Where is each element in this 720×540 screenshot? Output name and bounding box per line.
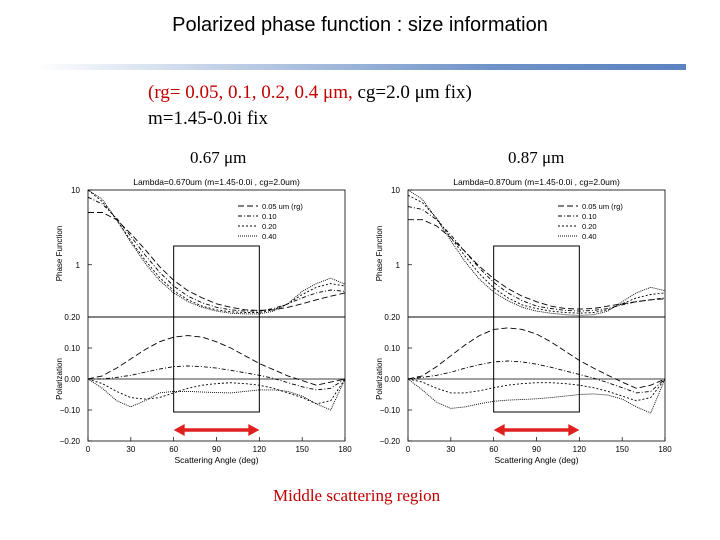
series-line-polarization-3 xyxy=(87,378,346,405)
y-tick-label: −0.20 xyxy=(380,437,401,446)
series-line-polarization-3 xyxy=(407,378,666,402)
series-line-phase-1 xyxy=(408,219,666,310)
series-line-polarization-2 xyxy=(407,360,666,394)
region-arrow-right-head xyxy=(248,424,260,436)
x-tick-label: 120 xyxy=(253,445,267,454)
x-tick-label: 120 xyxy=(573,445,587,454)
y-tick-label: 10 xyxy=(391,186,400,195)
x-tick-label: 180 xyxy=(338,445,352,454)
y-tick-label: 0.10 xyxy=(64,344,80,353)
region-arrow-right-head xyxy=(568,424,580,436)
y-tick-label: 0.20 xyxy=(384,313,400,322)
middle-scattering-caption: Middle scattering region xyxy=(273,486,441,505)
y-tick-label: −0.20 xyxy=(60,437,81,446)
y-tick-label: −0.10 xyxy=(380,406,401,415)
legend-label: 0.10 xyxy=(262,212,277,221)
series-line-phase-3 xyxy=(87,189,346,313)
wavelength-label-left: 0.67 μm xyxy=(190,148,247,167)
legend-label: 0.20 xyxy=(582,222,597,231)
x-tick-label: 30 xyxy=(126,445,135,454)
middle-region-box xyxy=(493,245,580,413)
y-axis-label: Polarization xyxy=(55,358,64,400)
y-tick-label: 0.00 xyxy=(384,375,400,384)
series-line-polarization-4 xyxy=(407,378,666,414)
y-tick-label: 1 xyxy=(396,261,401,270)
x-tick-label: 180 xyxy=(658,445,672,454)
legend-label: 0.05 um (rg) xyxy=(262,202,303,211)
phase-panel-frame xyxy=(407,189,666,318)
series-line-polarization-1 xyxy=(407,327,666,389)
y-tick-label: 0.10 xyxy=(384,344,400,353)
series-line-polarization-4 xyxy=(87,378,346,411)
middle-region-box xyxy=(173,245,260,413)
chart-title: Lambda=0.870um (m=1.45-0.0i , cg=2.0um) xyxy=(453,177,620,187)
x-tick-label: 0 xyxy=(86,445,91,454)
size-parameters: (rg= 0.05, 0.1, 0.2, 0.4 μm, xyxy=(148,82,353,103)
x-tick-label: 150 xyxy=(295,445,309,454)
region-arrow-left-head xyxy=(493,424,505,436)
x-tick-label: 90 xyxy=(532,445,541,454)
legend-label: 0.40 xyxy=(262,232,277,241)
wavelength-label-right: 0.87 μm xyxy=(508,148,565,167)
x-tick-label: 30 xyxy=(446,445,455,454)
refractive-index-parameter: m=1.45-0.0i fix xyxy=(148,108,268,129)
legend-label: 0.20 xyxy=(262,222,277,231)
y-tick-label: −0.10 xyxy=(60,406,81,415)
series-line-phase-2 xyxy=(407,206,666,312)
y-axis-label: Phase Function xyxy=(375,226,384,282)
x-axis-label: Scattering Angle (deg) xyxy=(174,455,258,465)
series-line-polarization-1 xyxy=(87,335,346,386)
parameters-text: (rg= 0.05, 0.1, 0.2, 0.4 μm, cg=2.0 μm f… xyxy=(148,80,472,132)
y-axis-label: Polarization xyxy=(375,358,384,400)
slide-title: Polarized phase function : size informat… xyxy=(172,14,548,36)
legend-label: 0.05 um (rg) xyxy=(582,202,623,211)
y-tick-label: 10 xyxy=(71,186,80,195)
y-tick-label: 1 xyxy=(76,261,81,270)
x-tick-label: 0 xyxy=(406,445,411,454)
x-tick-label: 150 xyxy=(615,445,629,454)
y-tick-label: 0.00 xyxy=(64,375,80,384)
y-tick-label: 0.20 xyxy=(64,313,80,322)
chart-title: Lambda=0.670um (m=1.45-0.0i , cg=2.0um) xyxy=(133,177,300,187)
y-axis-label: Phase Function xyxy=(55,226,64,282)
legend-label: 0.40 xyxy=(582,232,597,241)
series-line-phase-2 xyxy=(87,196,346,312)
region-arrow-left-head xyxy=(173,424,185,436)
series-line-phase-4 xyxy=(407,189,666,316)
cg-parameter: cg=2.0 μm fix) xyxy=(352,82,472,103)
x-tick-label: 60 xyxy=(489,445,498,454)
x-tick-label: 90 xyxy=(212,445,221,454)
legend-label: 0.10 xyxy=(582,212,597,221)
series-line-polarization-2 xyxy=(88,365,346,391)
x-tick-label: 60 xyxy=(169,445,178,454)
phase-panel-frame xyxy=(87,189,346,318)
series-line-phase-1 xyxy=(88,212,346,311)
series-line-phase-4 xyxy=(87,189,346,315)
title-accent-bar xyxy=(36,64,686,70)
series-line-phase-3 xyxy=(407,194,666,314)
x-axis-label: Scattering Angle (deg) xyxy=(494,455,578,465)
